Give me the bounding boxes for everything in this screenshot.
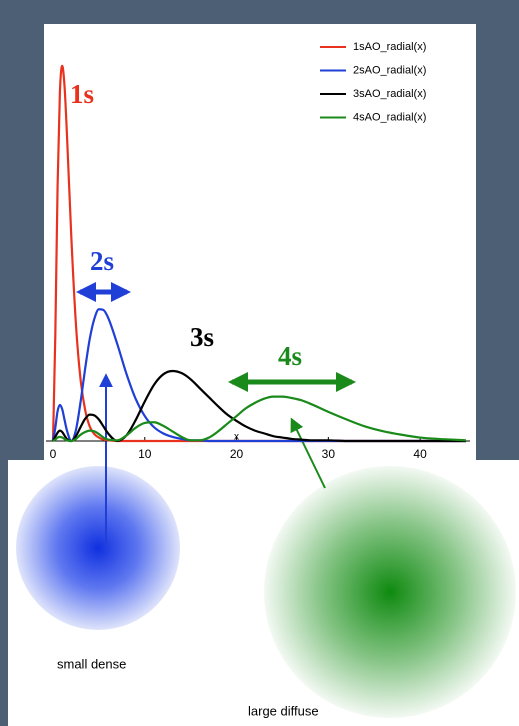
small-orbital	[16, 466, 180, 630]
orbital-label: 3s	[190, 322, 214, 352]
x-tick-label: 20	[230, 447, 244, 461]
legend-label: 3sAO_radial(x)	[353, 88, 426, 100]
caption: large diffuse	[248, 703, 319, 718]
orbital-label: 1s	[70, 79, 94, 109]
x-tick-label: 10	[138, 447, 152, 461]
orbital-label: 4s	[278, 341, 302, 371]
caption: small dense	[57, 656, 126, 671]
x-tick-label: 30	[322, 447, 336, 461]
legend-label: 4sAO_radial(x)	[353, 111, 426, 123]
x-tick-label: 0	[50, 447, 57, 461]
legend-label: 2sAO_radial(x)	[353, 64, 426, 76]
screenshot: 010203040x1sAO_radial(x)2sAO_radial(x)3s…	[0, 0, 519, 726]
legend-label: 1sAO_radial(x)	[353, 41, 426, 53]
x-tick-label: 40	[413, 447, 427, 461]
large-orbital	[264, 466, 516, 718]
orbital-label: 2s	[90, 246, 114, 276]
